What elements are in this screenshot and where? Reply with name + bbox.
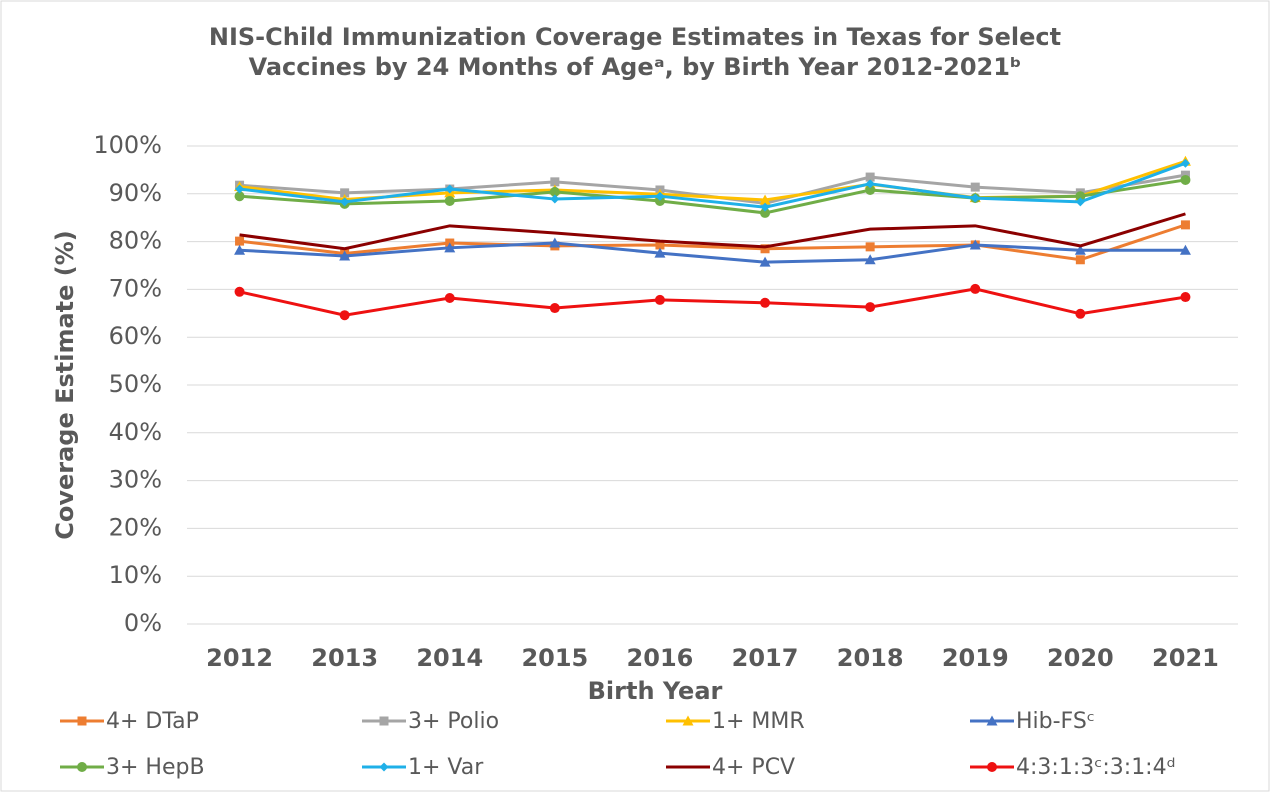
marker xyxy=(1180,174,1191,185)
y-tick-label: 30% xyxy=(109,466,162,494)
legend-marker xyxy=(379,762,389,772)
legend-marker xyxy=(987,762,997,772)
marker xyxy=(760,202,770,212)
marker xyxy=(759,194,771,205)
legend-label: 1+ MMR xyxy=(712,709,805,734)
y-tick-label: 80% xyxy=(109,227,162,255)
x-tick-label: 2021 xyxy=(1152,644,1219,672)
legend-marker xyxy=(986,715,998,726)
marker xyxy=(340,197,350,207)
y-tick-label: 70% xyxy=(109,274,162,302)
marker xyxy=(235,236,245,246)
marker xyxy=(970,283,981,294)
marker xyxy=(864,254,876,265)
y-tick-label: 0% xyxy=(124,609,162,637)
marker xyxy=(1180,158,1190,168)
marker xyxy=(1180,292,1191,303)
legend-marker xyxy=(379,716,389,726)
marker xyxy=(1074,244,1086,255)
marker xyxy=(865,302,876,313)
marker xyxy=(865,179,875,189)
x-axis-label: Birth Year xyxy=(588,677,723,705)
chart-title: NIS-Child Immunization Coverage Estimate… xyxy=(208,23,1062,81)
marker xyxy=(549,303,560,314)
legend-label: 3+ HepB xyxy=(106,755,205,780)
y-tick-label: 50% xyxy=(109,370,162,398)
marker xyxy=(865,172,875,182)
marker xyxy=(654,195,665,206)
x-tick-label: 2013 xyxy=(311,644,378,672)
x-tick-label: 2018 xyxy=(837,644,904,672)
series-line xyxy=(239,161,1186,209)
marker xyxy=(969,239,981,250)
legend-marker xyxy=(77,716,87,726)
marker xyxy=(865,184,876,195)
marker xyxy=(1075,308,1086,319)
x-tick-label: 2020 xyxy=(1047,644,1114,672)
marker xyxy=(549,237,561,248)
marker xyxy=(339,310,350,321)
series-line xyxy=(239,178,1186,215)
marker xyxy=(234,286,245,297)
marker xyxy=(654,294,665,305)
marker xyxy=(1075,191,1086,202)
series-line xyxy=(239,223,1186,262)
legend-label: Hib-FSᶜ xyxy=(1016,709,1095,734)
marker xyxy=(970,193,980,203)
marker xyxy=(445,184,455,194)
marker xyxy=(444,293,455,304)
y-tick-label: 100% xyxy=(93,131,162,159)
marker xyxy=(760,207,771,218)
series-line xyxy=(239,212,1186,251)
marker xyxy=(1075,197,1085,207)
marker xyxy=(760,297,771,308)
legend-label: 4:3:1:3ᶜ:3:1:4ᵈ xyxy=(1016,755,1176,780)
marker xyxy=(234,191,245,202)
marker xyxy=(444,195,455,206)
marker xyxy=(235,184,245,194)
marker xyxy=(1075,255,1085,265)
series-line xyxy=(239,287,1186,317)
legend-marker xyxy=(77,762,87,772)
marker xyxy=(234,244,246,255)
y-tick-label: 20% xyxy=(109,513,162,541)
legend-label: 3+ Polio xyxy=(408,709,499,734)
marker xyxy=(970,182,980,192)
y-tick-label: 10% xyxy=(109,561,162,589)
marker xyxy=(340,188,350,198)
marker xyxy=(339,250,351,261)
x-tick-label: 2016 xyxy=(627,644,694,672)
marker xyxy=(759,256,771,267)
legend-marker xyxy=(682,715,694,726)
legend-label: 4+ PCV xyxy=(712,755,795,780)
marker xyxy=(550,194,560,204)
series-line xyxy=(239,241,1186,264)
marker xyxy=(654,247,666,258)
x-tick-label: 2012 xyxy=(206,644,273,672)
legend-label: 1+ Var xyxy=(408,755,484,780)
marker xyxy=(1179,244,1191,255)
marker xyxy=(549,186,560,197)
y-axis-label: Coverage Estimate (%) xyxy=(51,230,79,540)
marker xyxy=(550,177,560,187)
y-tick-label: 40% xyxy=(109,418,162,446)
x-tick-label: 2019 xyxy=(942,644,1009,672)
marker xyxy=(760,244,770,254)
x-tick-label: 2015 xyxy=(521,644,588,672)
legend-label: 4+ DTaP xyxy=(106,709,199,734)
y-tick-label: 60% xyxy=(109,322,162,350)
x-tick-label: 2017 xyxy=(732,644,799,672)
marker xyxy=(865,242,875,252)
marker xyxy=(1180,220,1190,230)
y-tick-label: 90% xyxy=(109,179,162,207)
marker xyxy=(444,242,456,253)
marker xyxy=(655,240,665,250)
x-tick-label: 2014 xyxy=(416,644,483,672)
marker xyxy=(655,191,665,201)
